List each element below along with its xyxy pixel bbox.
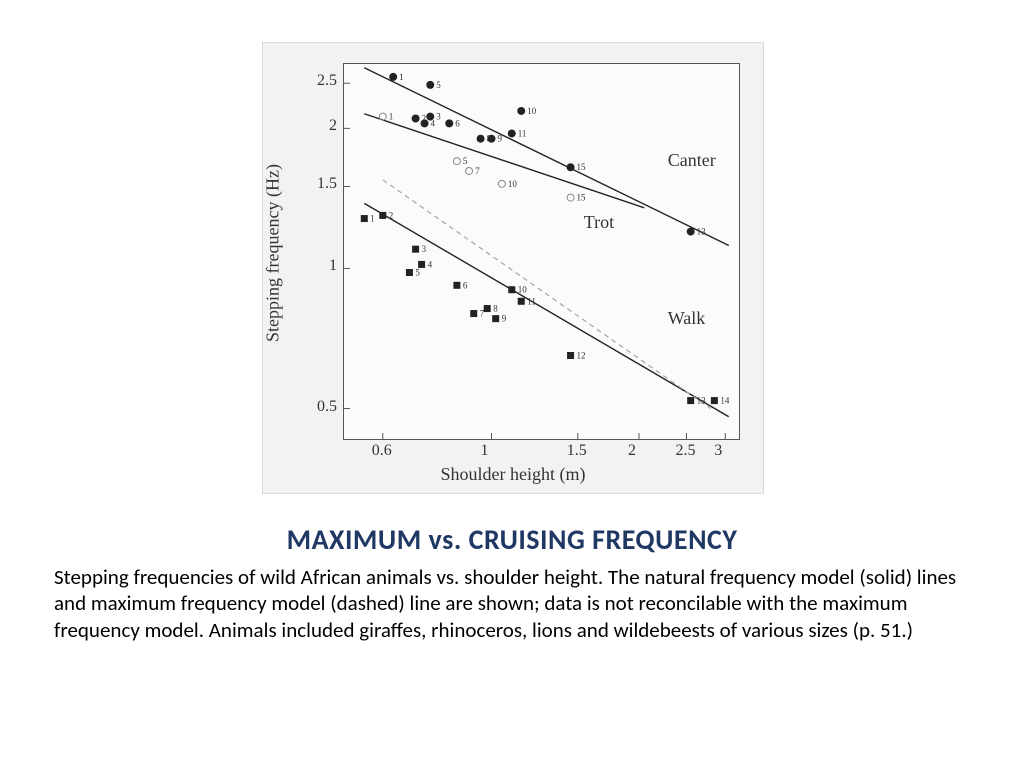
data-point xyxy=(379,113,386,120)
x-axis-label: Shoulder height (m) xyxy=(263,464,763,485)
data-point xyxy=(477,135,485,143)
data-point xyxy=(492,315,499,322)
data-point xyxy=(687,228,695,236)
data-point xyxy=(406,269,413,276)
max-freq-model xyxy=(383,180,711,409)
slide: Stepping frequency (Hz) 1523468910111513… xyxy=(0,0,1024,768)
chart-container: Stepping frequency (Hz) 1523468910111513… xyxy=(262,42,764,494)
point-label: 15 xyxy=(577,193,587,203)
point-label: 9 xyxy=(497,134,502,144)
x-tick-label: 1 xyxy=(480,442,488,460)
data-point xyxy=(567,352,574,359)
point-label: 4 xyxy=(428,259,433,269)
data-point xyxy=(498,180,505,187)
y-tick-label: 2.5 xyxy=(317,72,337,90)
point-label: 7 xyxy=(475,166,480,176)
point-label: 5 xyxy=(436,80,441,90)
x-tick-label: 2.5 xyxy=(675,442,695,460)
y-tick-label: 2 xyxy=(329,117,337,135)
point-label: 1 xyxy=(389,112,394,122)
x-tick-label: 1.5 xyxy=(567,442,587,460)
point-label: 1 xyxy=(399,72,404,82)
point-label: 6 xyxy=(463,280,468,290)
point-label: 13 xyxy=(697,396,707,406)
data-point xyxy=(484,305,491,312)
data-point xyxy=(412,246,419,253)
y-tick-label: 0.5 xyxy=(317,398,337,416)
data-point xyxy=(508,286,515,293)
point-label: 11 xyxy=(518,128,527,138)
x-tick-label: 3 xyxy=(714,442,722,460)
y-tick-label: 1.5 xyxy=(317,175,337,193)
data-point xyxy=(687,397,694,404)
data-point xyxy=(453,158,460,165)
data-point xyxy=(445,119,453,127)
data-point xyxy=(567,194,574,201)
x-tick-label: 0.6 xyxy=(372,442,392,460)
data-point xyxy=(567,163,575,171)
point-label: 12 xyxy=(577,350,586,360)
point-label: 4 xyxy=(431,118,436,128)
point-label: 2 xyxy=(389,210,394,220)
data-point xyxy=(517,107,525,115)
point-label: 9 xyxy=(502,314,507,324)
data-point xyxy=(361,215,368,222)
x-tick-label: 2 xyxy=(628,442,636,460)
point-label: 13 xyxy=(697,227,707,237)
data-point xyxy=(470,310,477,317)
data-point xyxy=(518,298,525,305)
point-label: 1 xyxy=(370,214,375,224)
slide-title: MAXIMUM vs. CRUISING FREQUENCY xyxy=(0,522,1024,557)
gait-label: Walk xyxy=(668,308,706,329)
point-label: 10 xyxy=(518,285,528,295)
data-point xyxy=(412,114,420,122)
data-point xyxy=(466,167,473,174)
data-point xyxy=(453,282,460,289)
point-label: 3 xyxy=(436,112,441,122)
gait-label: Trot xyxy=(584,212,614,233)
caption: Stepping frequencies of wild African ani… xyxy=(54,564,970,643)
data-point xyxy=(426,81,434,89)
data-point xyxy=(421,119,429,127)
point-label: 11 xyxy=(527,296,536,306)
data-point xyxy=(711,397,718,404)
point-label: 3 xyxy=(422,244,427,254)
point-label: 10 xyxy=(527,106,537,116)
scatter-plot: 1523468910111513157101512345678910111213… xyxy=(344,64,739,439)
plot-area: 1523468910111513157101512345678910111213… xyxy=(343,63,740,440)
y-tick-label: 1 xyxy=(329,257,337,275)
point-label: 10 xyxy=(508,179,518,189)
gait-label: Canter xyxy=(668,150,716,171)
data-point xyxy=(508,129,516,137)
point-label: 5 xyxy=(415,268,420,278)
point-label: 5 xyxy=(463,156,468,166)
point-label: 6 xyxy=(455,118,460,128)
data-point xyxy=(379,212,386,219)
point-label: 8 xyxy=(493,304,498,314)
point-label: 15 xyxy=(577,162,587,172)
trot-fit xyxy=(364,114,644,208)
point-label: 14 xyxy=(720,396,730,406)
y-axis-label: Stepping frequency (Hz) xyxy=(263,164,284,342)
data-point xyxy=(487,135,495,143)
data-point xyxy=(389,73,397,81)
